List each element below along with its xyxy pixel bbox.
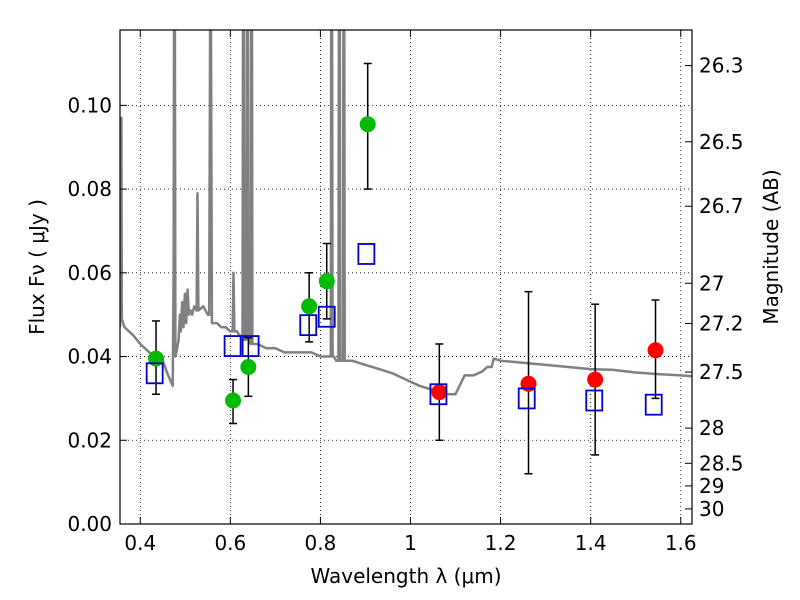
- nir-detection-point: [587, 371, 604, 388]
- x-axis-label: Wavelength λ (μm): [310, 564, 501, 588]
- model-photometry-square: [317, 305, 336, 328]
- y-tick-label: 0.04: [67, 345, 112, 369]
- right-axis-label: Magnitude (AB): [759, 169, 783, 324]
- right-tick-label: 27.5: [699, 360, 744, 384]
- right-tick-label: 29: [699, 474, 724, 498]
- x-tick-label: 1: [404, 531, 417, 555]
- y-tick-label: 0.00: [67, 512, 112, 536]
- x-tick-label: 1.2: [485, 531, 517, 555]
- x-tick-label: 0.4: [124, 531, 156, 555]
- y-tick-label: 0.06: [67, 261, 112, 285]
- right-tick-label: 28: [699, 416, 724, 440]
- optical-detection-point: [148, 350, 165, 367]
- model-photometry-square: [299, 314, 318, 337]
- optical-detection-point: [240, 359, 257, 376]
- nir-detection-point: [647, 342, 664, 359]
- optical-detection-point: [301, 298, 318, 315]
- x-tick-label: 1.6: [665, 531, 697, 555]
- right-tick-label: 30: [699, 497, 724, 521]
- y-axis-label: Flux Fν ( μJy ): [25, 199, 49, 335]
- x-tick-label: 0.6: [214, 531, 246, 555]
- grid: [120, 30, 692, 525]
- model-sed-line: [120, 30, 692, 396]
- x-tick-label: 1.4: [575, 531, 607, 555]
- model-photometry-square: [517, 387, 536, 410]
- right-tick-label: 27: [699, 271, 724, 295]
- optical-detection-point: [225, 392, 242, 409]
- right-tick-label: 27.2: [699, 311, 744, 335]
- markers-layer: [145, 62, 664, 475]
- model-sed-layer: [120, 30, 692, 396]
- optical-detection-point: [359, 116, 376, 133]
- model-photometry-square: [585, 389, 604, 412]
- ticks: 0.4 0.6 0.8 1 1.2 1.4 1.6 0.00 0.02 0.04 0.06 0.08 0…: [67, 30, 744, 555]
- model-photometry-square: [357, 243, 376, 265]
- model-photometry-square: [223, 335, 242, 357]
- model-photometry-square: [145, 362, 164, 385]
- right-tick-label: 26.5: [699, 130, 744, 154]
- y-tick-label: 0.02: [67, 428, 112, 452]
- y-tick-label: 0.10: [67, 93, 112, 117]
- model-photometry-square: [429, 383, 448, 406]
- right-tick-label: 28.5: [699, 451, 744, 475]
- y-tick-label: 0.08: [67, 177, 112, 201]
- model-photometry-square: [241, 335, 260, 357]
- right-tick-label: 26.3: [699, 54, 744, 78]
- nir-detection-point: [431, 384, 448, 401]
- optical-detection-point: [318, 273, 335, 290]
- model-photometry-square: [644, 393, 663, 416]
- right-tick-label: 26.7: [699, 194, 744, 218]
- plot-frame: [119, 29, 693, 525]
- x-tick-label: 0.8: [305, 531, 337, 555]
